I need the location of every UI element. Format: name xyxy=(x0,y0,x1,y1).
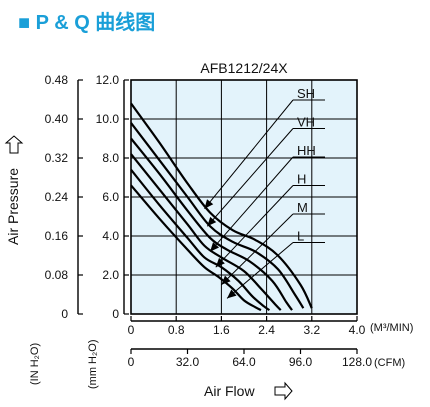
curve-l xyxy=(130,184,262,312)
leader-line xyxy=(206,128,294,227)
x-secondary-tick-label: 32.0 xyxy=(176,355,200,369)
y-secondary-tick-label: 0.32 xyxy=(45,151,69,165)
x-secondary-unit: (CFM) xyxy=(374,357,405,369)
x-primary-tick-label: 4.0 xyxy=(349,323,366,337)
y-axis-label: Air Pressure xyxy=(5,168,21,245)
series-label-m: M xyxy=(297,200,308,215)
y-secondary-tick-label: 0.48 xyxy=(45,73,69,87)
y-primary-tick-label: 2.0 xyxy=(102,268,119,282)
y-arrow-icon xyxy=(4,135,24,154)
y-primary-tick-label: 10.0 xyxy=(96,112,120,126)
x-primary-tick-label: 0 xyxy=(128,323,135,337)
title-square-icon: ■ xyxy=(18,12,31,34)
curve-vh xyxy=(130,122,305,309)
x-primary-tick-label: 2.4 xyxy=(258,323,275,337)
x-secondary-tick-label: 0 xyxy=(128,355,135,369)
x-primary-tick-label: 3.2 xyxy=(303,323,320,337)
y-primary-unit: (mm H₂O) xyxy=(87,340,99,389)
page-title-text: P & Q 曲线图 xyxy=(35,12,156,34)
x-secondary-tick-label: 96.0 xyxy=(289,355,313,369)
x-secondary-tick-label: 128.0 xyxy=(342,355,372,369)
x-primary-tick-label: 1.6 xyxy=(213,323,230,337)
y-axis-title: Air Pressure xyxy=(4,135,24,245)
curve-m xyxy=(130,169,271,312)
series-label-sh: SH xyxy=(297,86,315,101)
y-secondary-tick-label: 0 xyxy=(61,307,68,321)
x-ticks: 0 0.8 1.6 2.4 3.2 4.0 0 32.0 64.0 96.0 128.0 xyxy=(128,316,372,369)
plot-border xyxy=(130,79,358,315)
curve-hh xyxy=(130,137,293,311)
y-primary-tick-label: 6.0 xyxy=(102,190,119,204)
page-title: ■ P & Q 曲线图 xyxy=(18,6,155,35)
leader-line xyxy=(226,242,294,299)
series-label-l: L xyxy=(297,229,304,244)
leader-line xyxy=(215,185,294,268)
y-secondary-tick-label: 0.16 xyxy=(45,229,69,243)
series-label-hh: HH xyxy=(297,143,316,158)
y-primary-tick-label: 0 xyxy=(112,307,119,321)
leader-arrowhead xyxy=(210,242,220,252)
leader-arrowhead xyxy=(221,275,231,285)
leader-line xyxy=(209,156,294,252)
y-secondary-unit: (IN H₂O) xyxy=(29,343,41,385)
x-axis-title: Air Flow xyxy=(204,381,293,401)
x-axis-label: Air Flow xyxy=(204,383,255,399)
y-ticks: 0 2.0 4.0 6.0 8.0 10.0 12.0 0 0.08 0.16 0.24 0.32 0.… xyxy=(45,73,129,321)
y-secondary-tick-label: 0.24 xyxy=(45,190,69,204)
x-primary-unit: (M³/MIN) xyxy=(370,322,413,334)
y-primary-tick-label: 4.0 xyxy=(102,229,119,243)
series-label-vh: VH xyxy=(297,115,315,130)
x-primary-tick-label: 0.8 xyxy=(168,323,185,337)
y-primary-tick-label: 12.0 xyxy=(96,73,120,87)
leader-arrowhead xyxy=(204,199,214,209)
curve-sh xyxy=(130,102,313,309)
y-secondary-tick-label: 0.40 xyxy=(45,112,69,126)
leader-arrowhead xyxy=(207,216,217,227)
leader-arrowhead xyxy=(227,289,237,299)
y-secondary-tick-label: 0.08 xyxy=(45,268,69,282)
x-arrow-icon xyxy=(274,381,293,401)
y-primary-tick-label: 8.0 xyxy=(102,151,119,165)
leader-line xyxy=(204,99,294,210)
curve-h xyxy=(130,153,282,311)
leader-line xyxy=(221,213,294,286)
grid xyxy=(131,80,357,314)
chart-title: AFB1212/24X xyxy=(200,60,288,76)
series-label-h: H xyxy=(297,172,306,187)
x-secondary-tick-label: 64.0 xyxy=(232,355,256,369)
